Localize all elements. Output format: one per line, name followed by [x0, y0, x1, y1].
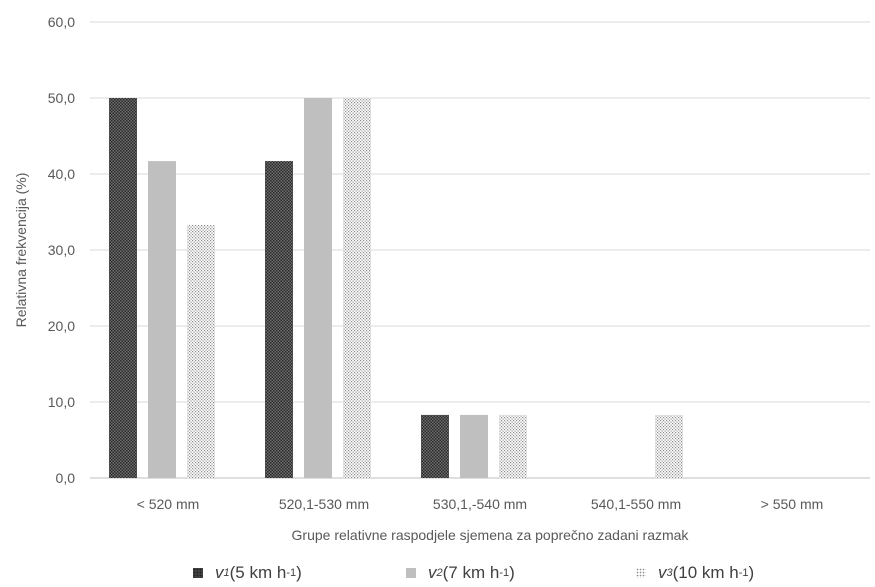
legend-label-pre: (5 km h	[229, 563, 287, 582]
legend-label-sub: 2	[436, 567, 443, 579]
legend-label-var: v	[215, 563, 224, 582]
y-tick-label: 60,0	[48, 14, 75, 30]
bar-series-1	[265, 161, 293, 478]
legend-label-sup: -1	[499, 567, 510, 579]
legend-swatch	[636, 568, 646, 578]
gridlines	[90, 21, 870, 479]
y-tick-label: 20,0	[48, 318, 75, 334]
bar-series-3	[343, 98, 371, 478]
y-tick-label: 30,0	[48, 242, 75, 258]
legend-swatch	[193, 568, 203, 578]
legend-label-var: v	[428, 563, 437, 582]
legend-label-var: v	[658, 563, 667, 582]
x-tick-label: 540,1-550 mm	[591, 496, 681, 512]
legend-label-post: )	[509, 563, 515, 582]
legend-label-sup: -1	[286, 567, 297, 579]
bar-series-2	[304, 98, 332, 478]
legend-label-sub: 3	[666, 567, 673, 579]
legend-label-post: )	[296, 563, 302, 582]
legend-label-pre: (10 km h	[672, 563, 739, 582]
x-tick-label: > 550 mm	[761, 496, 824, 512]
legend-label-post: )	[748, 563, 755, 582]
bar-series-2	[148, 161, 176, 478]
x-axis-title: Grupe relativne raspodjele sjemena za po…	[292, 527, 690, 543]
x-tick-label: 520,1-530 mm	[279, 496, 369, 512]
bar-series-3	[655, 414, 683, 478]
bar-series-2	[460, 414, 488, 478]
legend-label-pre: (7 km h	[442, 563, 500, 582]
bars	[109, 98, 683, 478]
x-tick-label: 530,1,-540 mm	[433, 496, 527, 512]
y-tick-label: 50,0	[48, 90, 75, 106]
y-tick-label: 40,0	[48, 166, 75, 182]
bar-series-1	[109, 98, 137, 478]
y-axis-ticks: 0,0 10,0 20,0 30,0 40,0 50,0 60,0	[48, 14, 75, 486]
x-tick-label: < 520 mm	[137, 496, 200, 512]
y-tick-label: 0,0	[56, 470, 76, 486]
bar-series-3	[499, 414, 527, 478]
legend-label-sup: -1	[738, 567, 749, 579]
bar-chart: 0,0 10,0 20,0 30,0 40,0 50,0 60,0 < 520 mm 520,…	[13, 14, 870, 543]
bar-series-3	[187, 224, 215, 478]
y-tick-label: 10,0	[48, 394, 75, 410]
x-axis-ticks: < 520 mm 520,1-530 mm 530,1,-540 mm 540,1-5…	[137, 496, 824, 512]
y-axis-title: Relativna frekvencija (%)	[13, 173, 29, 328]
bar-series-1	[421, 414, 449, 478]
legend-swatch	[406, 568, 416, 578]
legend-label-sub: 1	[223, 567, 230, 579]
